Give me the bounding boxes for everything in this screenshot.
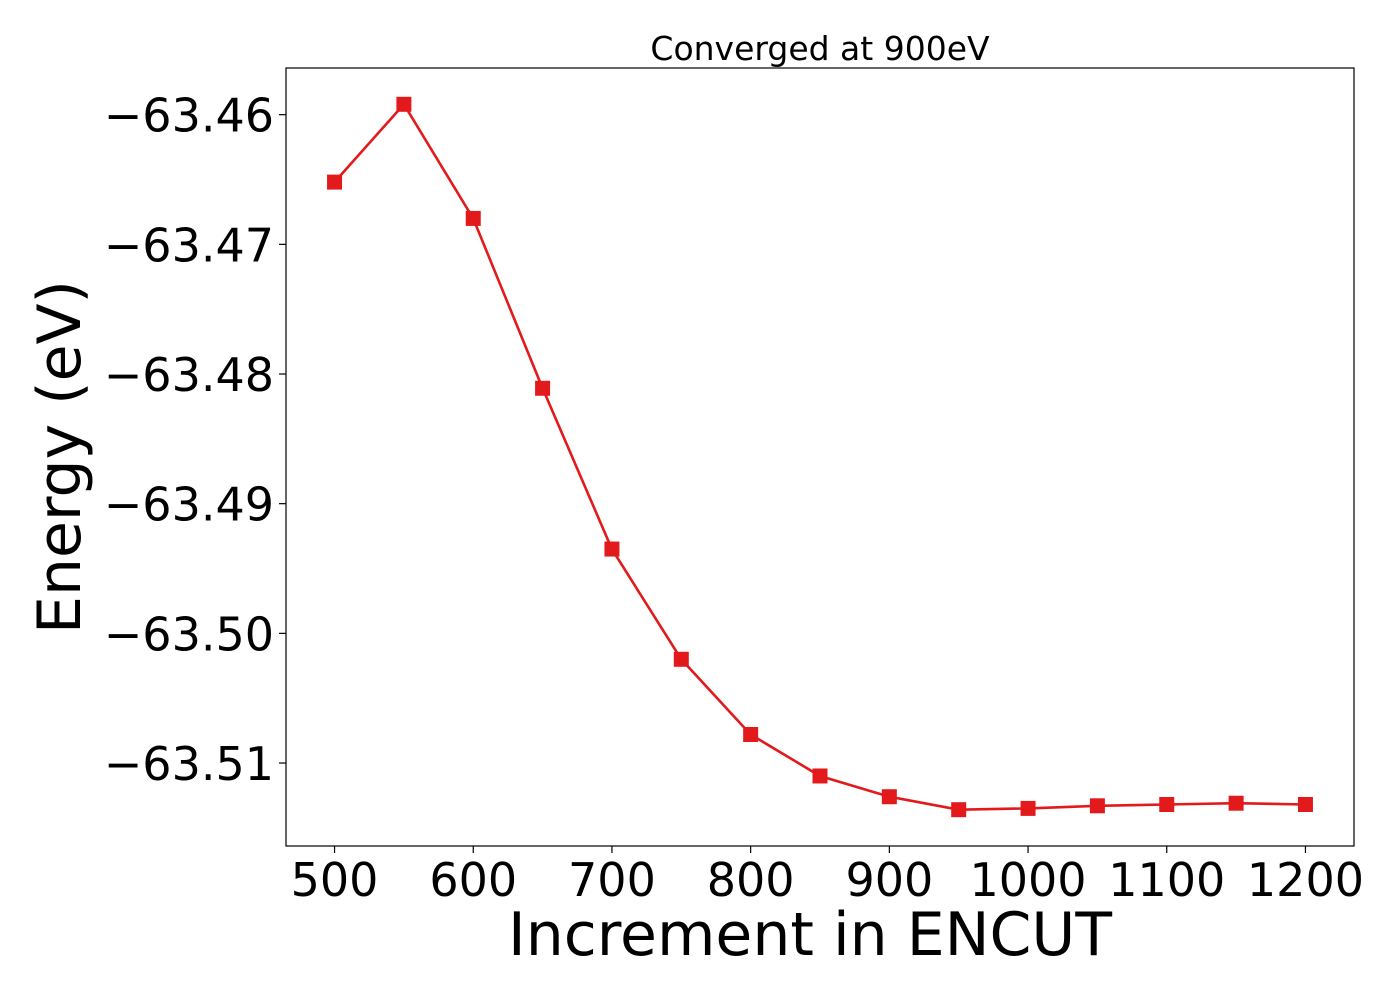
data-point-marker (812, 768, 828, 784)
plot-area-frame (285, 67, 1355, 847)
x-tick-label: 800 (707, 853, 795, 907)
data-point-marker (1159, 797, 1175, 813)
y-axis-label: Energy (eV) (25, 280, 95, 634)
data-point-marker (743, 726, 759, 742)
series-line (333, 102, 1306, 812)
x-tick-label: 600 (429, 853, 517, 907)
data-point-marker (535, 380, 551, 396)
data-point-marker (1089, 798, 1105, 814)
data-point-marker (1020, 800, 1036, 816)
y-tick-label: −63.48 (104, 348, 274, 402)
data-point-marker (1228, 795, 1244, 811)
y-tick-label: −63.50 (104, 607, 274, 661)
y-tick-label: −63.49 (104, 478, 274, 532)
data-point-marker (1297, 797, 1313, 813)
x-axis-ticks: 500 600 700 800 900 1000 1100 1200 (291, 846, 1364, 907)
series-layer (327, 96, 1313, 818)
y-tick-label: −63.51 (104, 737, 274, 791)
data-point-marker (396, 96, 412, 112)
x-tick-label: 1100 (1108, 853, 1225, 907)
y-tick-label: −63.46 (104, 89, 274, 143)
y-tick-label: −63.47 (104, 218, 274, 272)
data-point-marker (465, 210, 481, 226)
x-tick-label: 1000 (970, 853, 1087, 907)
data-point-marker (951, 802, 967, 818)
x-axis-label: Increment in ENCUT (508, 900, 1112, 970)
data-point-marker (604, 541, 620, 557)
x-tick-label: 1200 (1247, 853, 1364, 907)
y-axis-ticks: −63.51 −63.50 −63.49 −63.48 −63.47 −63.46 (104, 89, 286, 791)
data-point-marker (881, 789, 897, 805)
data-point-marker (673, 651, 689, 667)
x-tick-label: 700 (568, 853, 656, 907)
x-tick-label: 900 (845, 853, 933, 907)
chart-title: Converged at 900eV (650, 29, 990, 68)
x-tick-label: 500 (291, 853, 379, 907)
data-point-marker (327, 174, 343, 190)
